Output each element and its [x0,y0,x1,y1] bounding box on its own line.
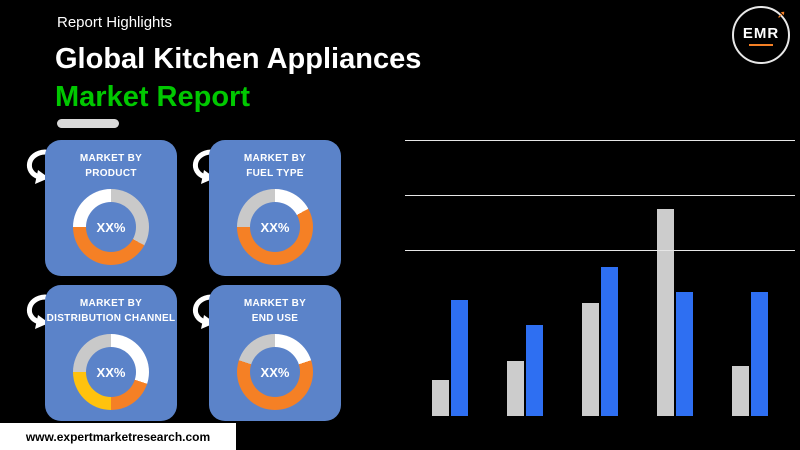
bar-chart-plot [405,140,795,416]
card-title-line2: PRODUCT [85,168,137,179]
emr-logo-text: EMR [742,24,780,42]
page-title-line1: Global Kitchen Appliances [55,43,422,75]
bar-group [656,209,693,416]
curved-arrow-icon [27,294,49,329]
donut-value: XX% [96,364,126,380]
curved-arrow-icon [193,149,215,184]
curved-arrow-icon [27,149,49,184]
bar-series-blue [600,266,618,416]
donut-value: XX% [260,364,290,380]
bar-series-blue [451,300,469,416]
card-title-line2: FUEL TYPE [246,168,304,179]
card-title-line2: DISTRIBUTION CHANNEL [46,313,176,324]
donut-hole: XX% [250,202,300,252]
footer-bar: www.expertmarketresearch.com [0,423,236,450]
page-title: Global Kitchen Appliances Market Report [55,40,421,117]
card-title-line1: MARKET BY [79,153,143,164]
card-title-line1: MARKET BY [79,298,143,309]
emr-logo: EMR ➚ [732,6,790,64]
bar-series-blue [675,291,693,416]
donut-hole: XX% [86,202,136,252]
emr-logo-accent-bar [749,43,773,46]
bar-series-gray [507,360,525,416]
card-title-line2: END USE [251,313,299,324]
donut-value: XX% [260,219,290,235]
fuel-type-donut-chart: XX% [237,189,313,265]
end-use-donut-chart: XX% [237,334,313,410]
card-title: MARKET BY PRODUCT [80,151,142,181]
bar-series-blue [750,291,768,416]
bar-series-gray [731,366,749,416]
bar-group [507,324,544,416]
title-underline-bar [57,119,119,128]
market-by-product-card: MARKET BY PRODUCT XX% [45,140,177,276]
market-by-distribution-channel-card: MARKET BY DISTRIBUTION CHANNEL XX% [45,285,177,421]
donut-hole: XX% [250,347,300,397]
donut-hole: XX% [86,347,136,397]
card-title: MARKET BY FUEL TYPE [244,151,306,181]
bar-group [581,266,618,416]
emr-logo-arrow-icon: ➚ [776,9,786,21]
curved-arrow-icon [193,294,215,329]
bar-group [432,300,469,416]
market-by-end-use-card: MARKET BY END USE XX% [209,285,341,421]
bar-groups [405,140,795,416]
market-by-fuel-type-card: MARKET BY FUEL TYPE XX% [209,140,341,276]
bar-group [731,291,768,416]
gridline [405,140,795,141]
card-title-line1: MARKET BY [243,298,307,309]
bar-series-gray [432,380,450,416]
page-title-line2: Market Report [55,81,250,114]
card-title-line1: MARKET BY [243,153,307,164]
bar-series-blue [526,324,544,416]
distribution-channel-donut-chart: XX% [73,334,149,410]
donut-value: XX% [96,219,126,235]
card-title: MARKET BY DISTRIBUTION CHANNEL [47,296,176,326]
bar-series-gray [581,302,599,416]
product-donut-chart: XX% [73,189,149,265]
website-url[interactable]: www.expertmarketresearch.com [25,429,211,444]
report-highlights-label: Report Highlights [57,14,173,31]
card-title: MARKET BY END USE [244,296,306,326]
gridline [405,250,795,252]
gridline [405,195,795,197]
bar-series-gray [656,209,674,416]
